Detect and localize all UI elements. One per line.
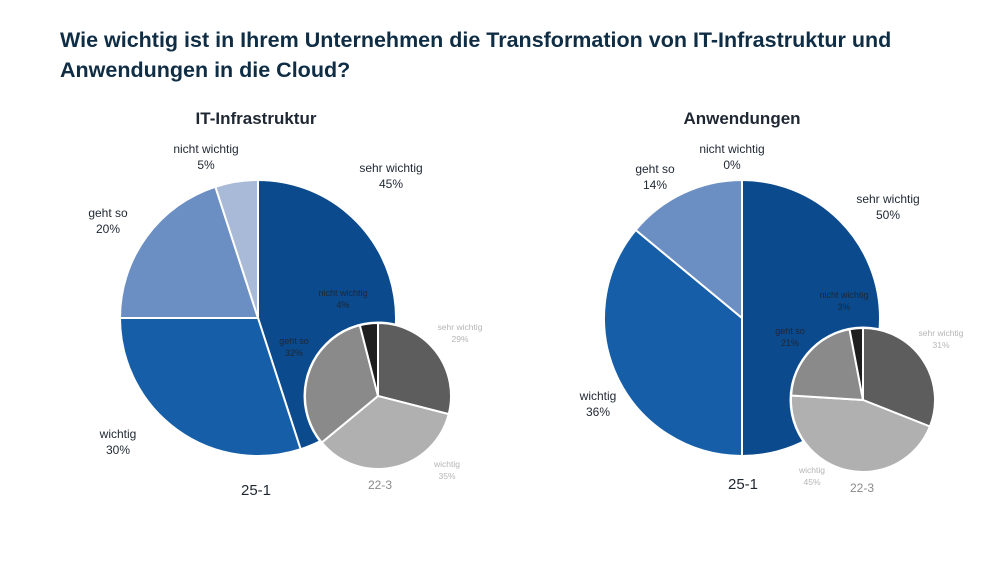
chart-anwendungen-slice-geht-so <box>634 178 743 321</box>
chart-it-infrastruktur-label-nicht-wichtig: nicht wichtig 5% <box>173 142 238 172</box>
chart-anwendungen-inset-label-sehr-wichtig: sehr wichtig 31% <box>919 328 964 350</box>
chart-it-infrastruktur-label-geht-so: geht so 20% <box>88 206 128 236</box>
page-title: Wie wichtig ist in Ihrem Unternehmen die… <box>60 28 892 82</box>
chart-it-infrastruktur-inset-label-sehr-wichtig: sehr wichtig 29% <box>438 322 483 344</box>
chart-anwendungen-inset-label-geht-so: geht so 21% <box>775 326 805 348</box>
chart-it-infrastruktur-inset-slice-nicht-wichtig <box>358 321 379 397</box>
chart-it-infrastruktur-inset-period-label: 22-3 <box>368 478 392 492</box>
chart-it-infrastruktur-title: IT-Infrastruktur <box>196 109 317 128</box>
chart-it-infrastruktur-slice-wichtig <box>118 317 302 457</box>
chart-it-infrastruktur-inset-label-geht-so: geht so 32% <box>279 336 309 358</box>
chart-it-infrastruktur-label-sehr-wichtig: sehr wichtig 45% <box>359 161 422 191</box>
chart-it-infrastruktur-inset-label-wichtig: wichtig 35% <box>433 459 460 481</box>
chart-anwendungen-inset-label-nicht-wichtig: nicht wichtig 3% <box>819 290 868 312</box>
chart-anwendungen-label-sehr-wichtig: sehr wichtig 50% <box>856 192 919 222</box>
chart-anwendungen-inset-slice-wichtig <box>790 394 932 473</box>
chart-anwendungen-label-geht-so: geht so 14% <box>635 162 675 192</box>
chart-it-infrastruktur-slice-nicht-wichtig <box>214 178 259 319</box>
chart-it-infrastruktur-inset-slice-wichtig <box>320 394 450 470</box>
chart-it-infrastruktur-label-wichtig: wichtig 30% <box>99 427 137 457</box>
chart-it-infrastruktur-inset-slice-geht-so <box>304 324 380 444</box>
chart-anwendungen-inset-slice-nicht-wichtig <box>848 326 864 401</box>
chart-anwendungen-title: Anwendungen <box>683 109 800 128</box>
chart-anwendungen-inset-slice-geht-so <box>790 328 865 402</box>
chart-anwendungen-inset-slice-sehr-wichtig <box>862 326 936 428</box>
chart-anwendungen-inset-label-wichtig: wichtig 45% <box>798 465 825 487</box>
chart-anwendungen-label-wichtig: wichtig 36% <box>579 389 617 419</box>
chart-it-infrastruktur-slice-geht-so <box>118 185 260 319</box>
chart-anwendungen-period-label: 25-1 <box>728 476 758 493</box>
chart-it-infrastruktur-inset-label-nicht-wichtig: nicht wichtig 4% <box>318 288 367 310</box>
chart-anwendungen-inset-period-label: 22-3 <box>850 481 874 495</box>
chart-anwendungen-label-nicht-wichtig: nicht wichtig 0% <box>699 142 764 172</box>
chart-anwendungen-slice-wichtig <box>603 228 743 458</box>
chart-it-infrastruktur-inset-slice-sehr-wichtig <box>377 321 452 416</box>
chart-it-infrastruktur-period-label: 25-1 <box>241 482 271 499</box>
